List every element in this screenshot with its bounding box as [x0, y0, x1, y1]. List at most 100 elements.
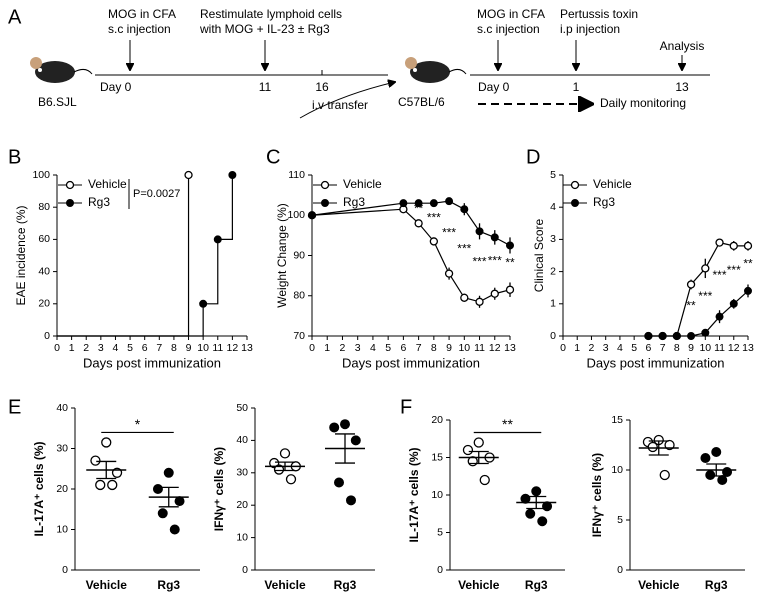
y-tick-label: 5	[550, 169, 556, 181]
legend-label: Vehicle	[88, 177, 127, 191]
x-tick-label: 5	[631, 342, 637, 354]
y-tick-label: 10	[431, 489, 443, 501]
y-tick-label: 100	[32, 169, 50, 181]
point	[107, 479, 118, 491]
point	[95, 479, 106, 491]
legend-label: Rg3	[343, 195, 365, 209]
legend-marker	[320, 180, 330, 190]
point	[90, 455, 101, 466]
step-text: Restimulate lymphoid cells	[200, 7, 342, 21]
panel-label: C	[266, 146, 280, 168]
x-tick-label: 7	[156, 342, 162, 354]
significance: ***	[488, 254, 502, 268]
marker	[414, 199, 423, 208]
marker	[701, 264, 710, 273]
point	[537, 516, 548, 527]
marker	[429, 237, 438, 246]
marker	[701, 328, 710, 337]
point	[659, 469, 670, 481]
point	[705, 470, 716, 480]
marker	[658, 332, 667, 340]
significance: **	[743, 257, 753, 271]
marker	[475, 227, 484, 236]
point	[473, 437, 484, 448]
x-tick-label: 11	[212, 342, 223, 354]
marker	[213, 235, 222, 244]
significance: *	[135, 416, 141, 432]
marker	[686, 280, 696, 289]
day-label: 1	[573, 80, 580, 94]
y-tick-label: 20	[56, 483, 68, 495]
x-tick-label: Rg3	[705, 578, 728, 592]
point	[169, 524, 180, 535]
x-tick-label: 13	[504, 342, 516, 354]
x-tick-label: Rg3	[157, 578, 180, 592]
y-tick-label: 15	[431, 451, 443, 463]
x-tick-label: 0	[560, 342, 566, 354]
y-tick-label: 10	[56, 523, 68, 535]
x-tick-label: 9	[446, 342, 452, 354]
point	[101, 437, 112, 448]
significance: **	[502, 416, 513, 432]
point	[700, 453, 711, 463]
step-line	[57, 175, 233, 337]
x-tick-label: 2	[589, 342, 595, 354]
y-tick-label: 80	[293, 290, 305, 302]
marker	[715, 238, 724, 247]
transfer-arrow	[299, 82, 395, 119]
x-tick-label: 4	[370, 342, 376, 354]
marker	[715, 312, 724, 321]
marker	[729, 299, 738, 308]
x-tick-label: 7	[416, 342, 422, 354]
y-tick-label: 30	[236, 467, 248, 479]
step-text: MOG in CFA	[108, 7, 176, 21]
y-tick-label: 40	[38, 265, 50, 277]
x-tick-label: 4	[113, 342, 119, 354]
point	[350, 435, 361, 446]
x-tick-label: 2	[83, 342, 89, 354]
x-axis-title: Days post immunization	[587, 355, 725, 370]
significance: ***	[442, 226, 456, 240]
significance: ***	[698, 289, 712, 303]
strain: B6.SJL	[38, 95, 77, 109]
x-tick-label: 9	[688, 342, 694, 354]
y-tick-label: 30	[56, 442, 68, 454]
point	[157, 508, 168, 519]
x-tick-label: 8	[674, 342, 680, 354]
point	[462, 444, 474, 456]
y-tick-label: 50	[236, 402, 248, 414]
x-tick-label: 1	[69, 342, 75, 354]
marker	[490, 233, 499, 242]
x-tick-label: 10	[458, 342, 470, 354]
y-tick-label: 3	[550, 233, 556, 245]
legend-label: Vehicle	[343, 177, 382, 191]
step-text: Pertussis toxin	[560, 7, 638, 21]
y-axis-title: Clinical Score	[532, 218, 546, 292]
y-tick-label: 20	[431, 414, 443, 426]
mouse-icon	[405, 57, 467, 83]
y-tick-label: 60	[38, 233, 50, 245]
point	[711, 447, 722, 457]
x-tick-label: 0	[54, 342, 60, 354]
point	[273, 464, 285, 475]
x-tick-label: 11	[474, 342, 485, 354]
x-tick-label: Vehicle	[86, 578, 128, 592]
point	[285, 474, 297, 485]
x-tick-label: 0	[309, 342, 315, 354]
step-text: Analysis	[660, 39, 705, 53]
point	[174, 496, 185, 507]
marker	[490, 289, 499, 298]
point	[722, 467, 733, 477]
legend-marker	[571, 199, 579, 207]
legend-marker	[570, 180, 580, 190]
legend-marker	[321, 199, 329, 207]
x-tick-label: 11	[714, 342, 725, 354]
marker	[687, 332, 696, 340]
y-tick-label: 0	[242, 564, 248, 576]
x-tick-label: 1	[324, 342, 330, 354]
point	[152, 484, 163, 494]
x-tick-label: 7	[660, 342, 666, 354]
y-tick-label: 80	[38, 201, 50, 213]
y-axis-title: IL-17A⁺ cells (%)	[32, 441, 46, 536]
